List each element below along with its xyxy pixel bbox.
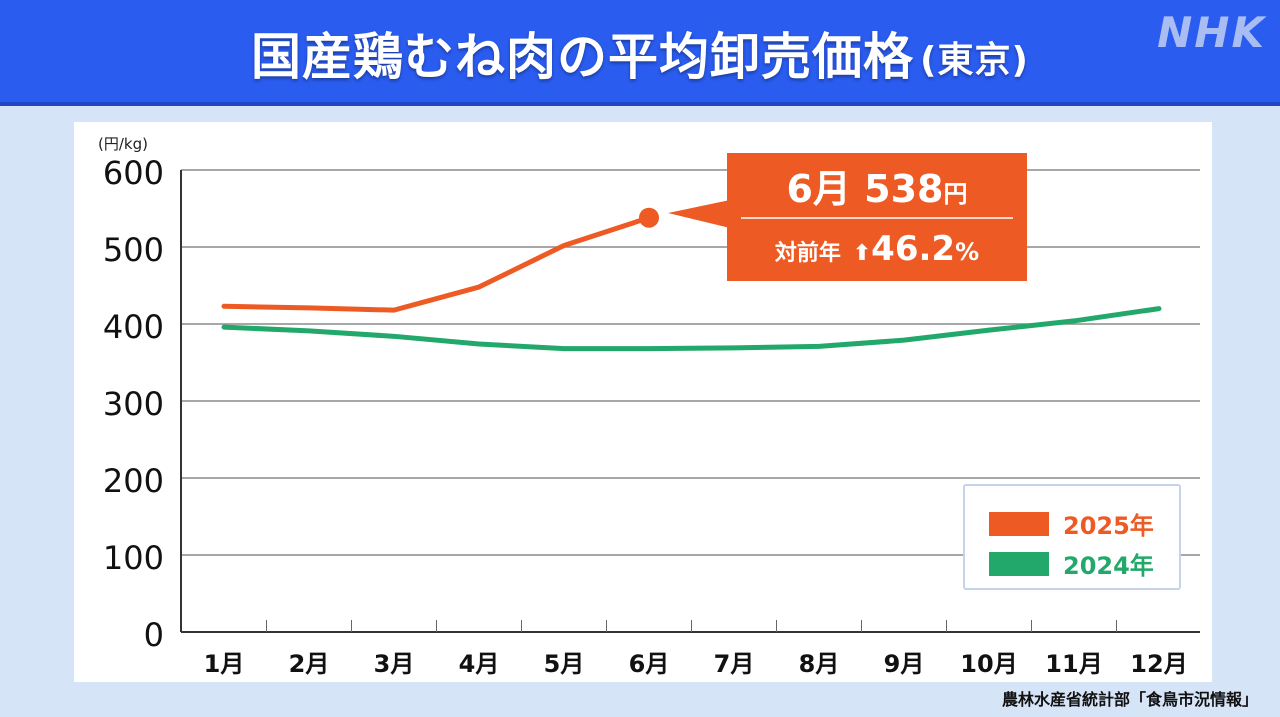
legend-swatch-2025 bbox=[989, 511, 1049, 536]
legend-item-2025: 2025年 bbox=[989, 506, 1154, 541]
x-tick-label: 11月 bbox=[1045, 650, 1103, 678]
x-tick-label: 6月 bbox=[628, 650, 670, 678]
legend-item-2024: 2024年 bbox=[989, 546, 1154, 581]
legend: 2025年 2024年 bbox=[963, 484, 1181, 590]
up-arrow-icon: ⬆ bbox=[852, 241, 872, 266]
y-tick-100: 100 bbox=[102, 539, 164, 577]
legend-label-2025: 2025年 bbox=[1063, 512, 1154, 540]
callout-change-line: 対前年 ⬆46.2% bbox=[727, 227, 1027, 276]
x-tick-label: 10月 bbox=[960, 650, 1018, 678]
y-axis-unit: (円/kg) bbox=[98, 135, 148, 153]
chart-title: 国産鶏むね肉の平均卸売価格 (東京) bbox=[0, 0, 1280, 106]
x-tick-label: 7月 bbox=[713, 650, 755, 678]
y-tick-500: 500 bbox=[102, 231, 164, 269]
y-tick-0: 0 bbox=[143, 616, 164, 654]
x-tick-label: 12月 bbox=[1130, 650, 1188, 678]
y-tick-300: 300 bbox=[102, 385, 164, 423]
x-tick-label: 9月 bbox=[883, 650, 925, 678]
callout-percent: % bbox=[955, 238, 980, 266]
axes bbox=[180, 170, 1200, 633]
series-2025-line bbox=[221, 215, 652, 313]
legend-label-2024: 2024年 bbox=[1063, 552, 1154, 580]
callout-yoy-label: 対前年 bbox=[774, 241, 841, 266]
x-tick-label: 3月 bbox=[373, 650, 415, 678]
x-tick-label: 5月 bbox=[543, 650, 585, 678]
callout-pointer bbox=[668, 200, 730, 228]
x-tick-label: 4月 bbox=[458, 650, 500, 678]
series-2024-line bbox=[221, 306, 1162, 352]
series-2025-latest-point bbox=[639, 207, 659, 228]
title-banner bbox=[0, 0, 1280, 106]
callout-price: 538 bbox=[864, 167, 944, 211]
y-tick-200: 200 bbox=[102, 462, 164, 500]
x-tick-label: 8月 bbox=[798, 650, 840, 678]
callout-change-value: 46.2 bbox=[871, 229, 956, 269]
y-tick-400: 400 bbox=[102, 308, 164, 346]
callout-divider bbox=[741, 217, 1013, 219]
x-tick-label: 1月 bbox=[203, 650, 245, 678]
nhk-logo: NHK bbox=[1157, 8, 1266, 57]
x-tick-label: 2月 bbox=[288, 650, 330, 678]
y-tick-600: 600 bbox=[102, 154, 164, 192]
callout-yen: 円 bbox=[943, 180, 968, 208]
legend-swatch-2024 bbox=[989, 551, 1049, 576]
callout-value-line: 6月 538円 bbox=[727, 167, 1027, 216]
data-source: 農林水産省統計部「食鳥市況情報」 bbox=[1001, 690, 1258, 709]
callout-box: 6月 538円 対前年 ⬆46.2% bbox=[727, 153, 1027, 281]
chart-title-location: (東京) bbox=[920, 40, 1029, 81]
chart-title-main: 国産鶏むね肉の平均卸売価格 bbox=[251, 28, 915, 86]
callout-month: 6月 bbox=[786, 167, 851, 211]
